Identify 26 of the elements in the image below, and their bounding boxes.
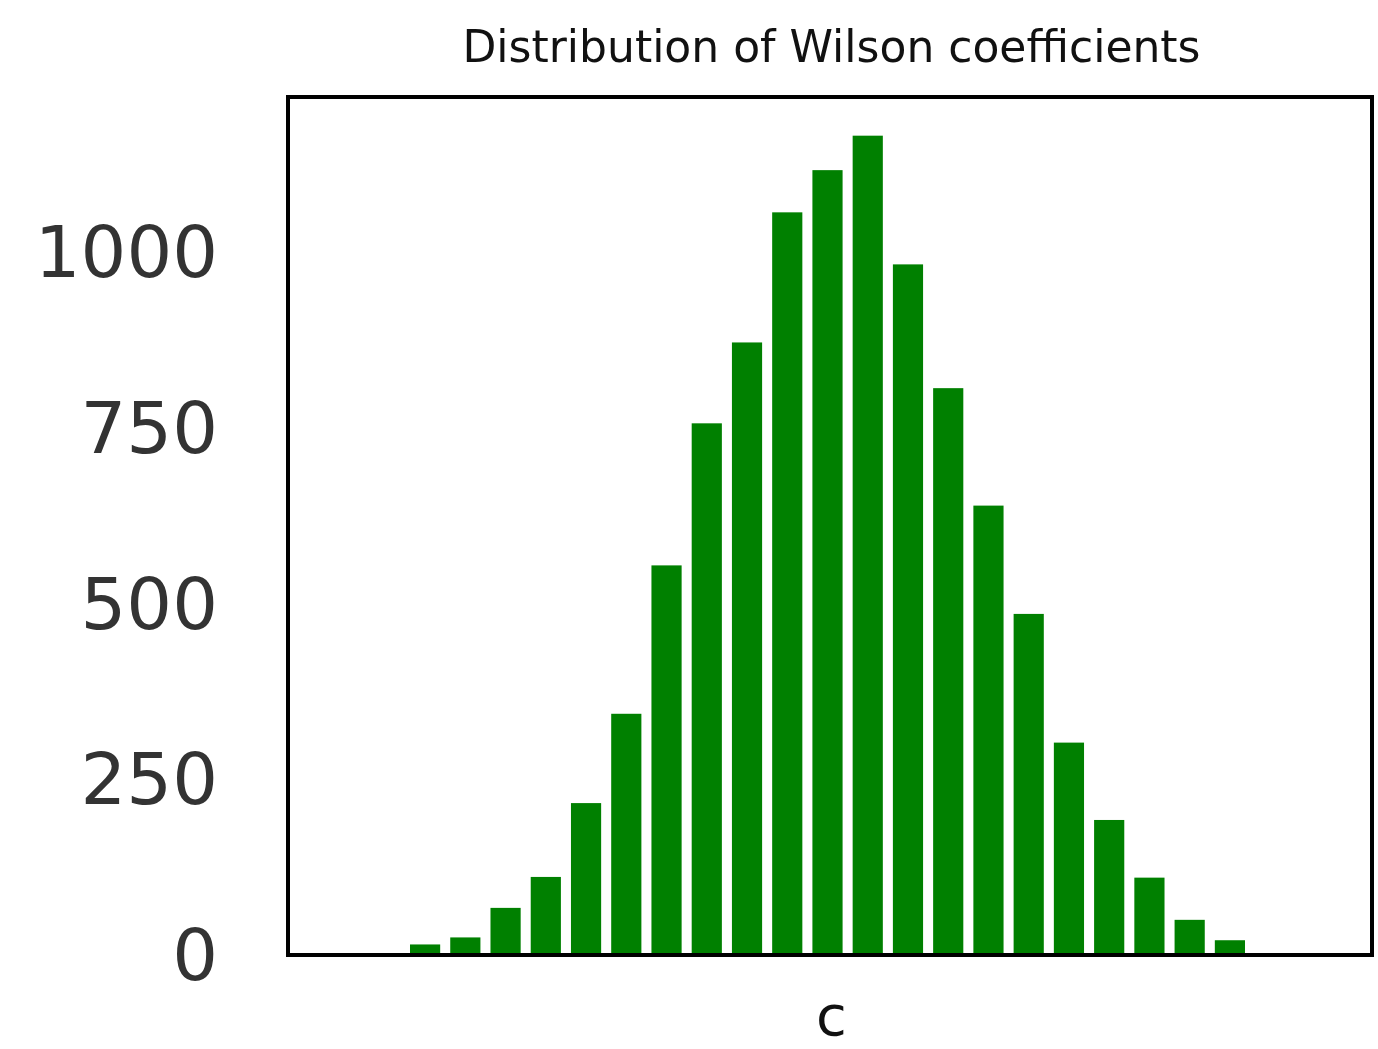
y-tick-label: 750 <box>80 385 218 470</box>
bar <box>1174 919 1205 955</box>
bar <box>490 907 521 955</box>
bar <box>691 423 722 955</box>
bar <box>1134 877 1165 955</box>
bar <box>731 342 763 955</box>
bar <box>1094 819 1125 955</box>
x-axis-title: c <box>816 983 847 1048</box>
bar <box>651 565 682 955</box>
bar <box>852 135 883 955</box>
chart-title: Distribution of Wilson coefficients <box>462 21 1201 72</box>
bar <box>530 876 561 955</box>
bar <box>973 505 1004 955</box>
bar <box>1013 613 1044 955</box>
bar <box>933 388 964 955</box>
bar <box>812 170 843 955</box>
bar <box>892 264 924 955</box>
bar <box>570 803 602 955</box>
y-tick-label: 250 <box>80 737 218 822</box>
bar <box>1053 742 1085 955</box>
y-tick-label: 1000 <box>34 209 218 294</box>
y-tick-label: 500 <box>80 561 218 646</box>
bar <box>611 713 642 955</box>
bar <box>772 212 803 955</box>
bar <box>450 937 481 955</box>
y-tick-label: 0 <box>172 913 218 998</box>
